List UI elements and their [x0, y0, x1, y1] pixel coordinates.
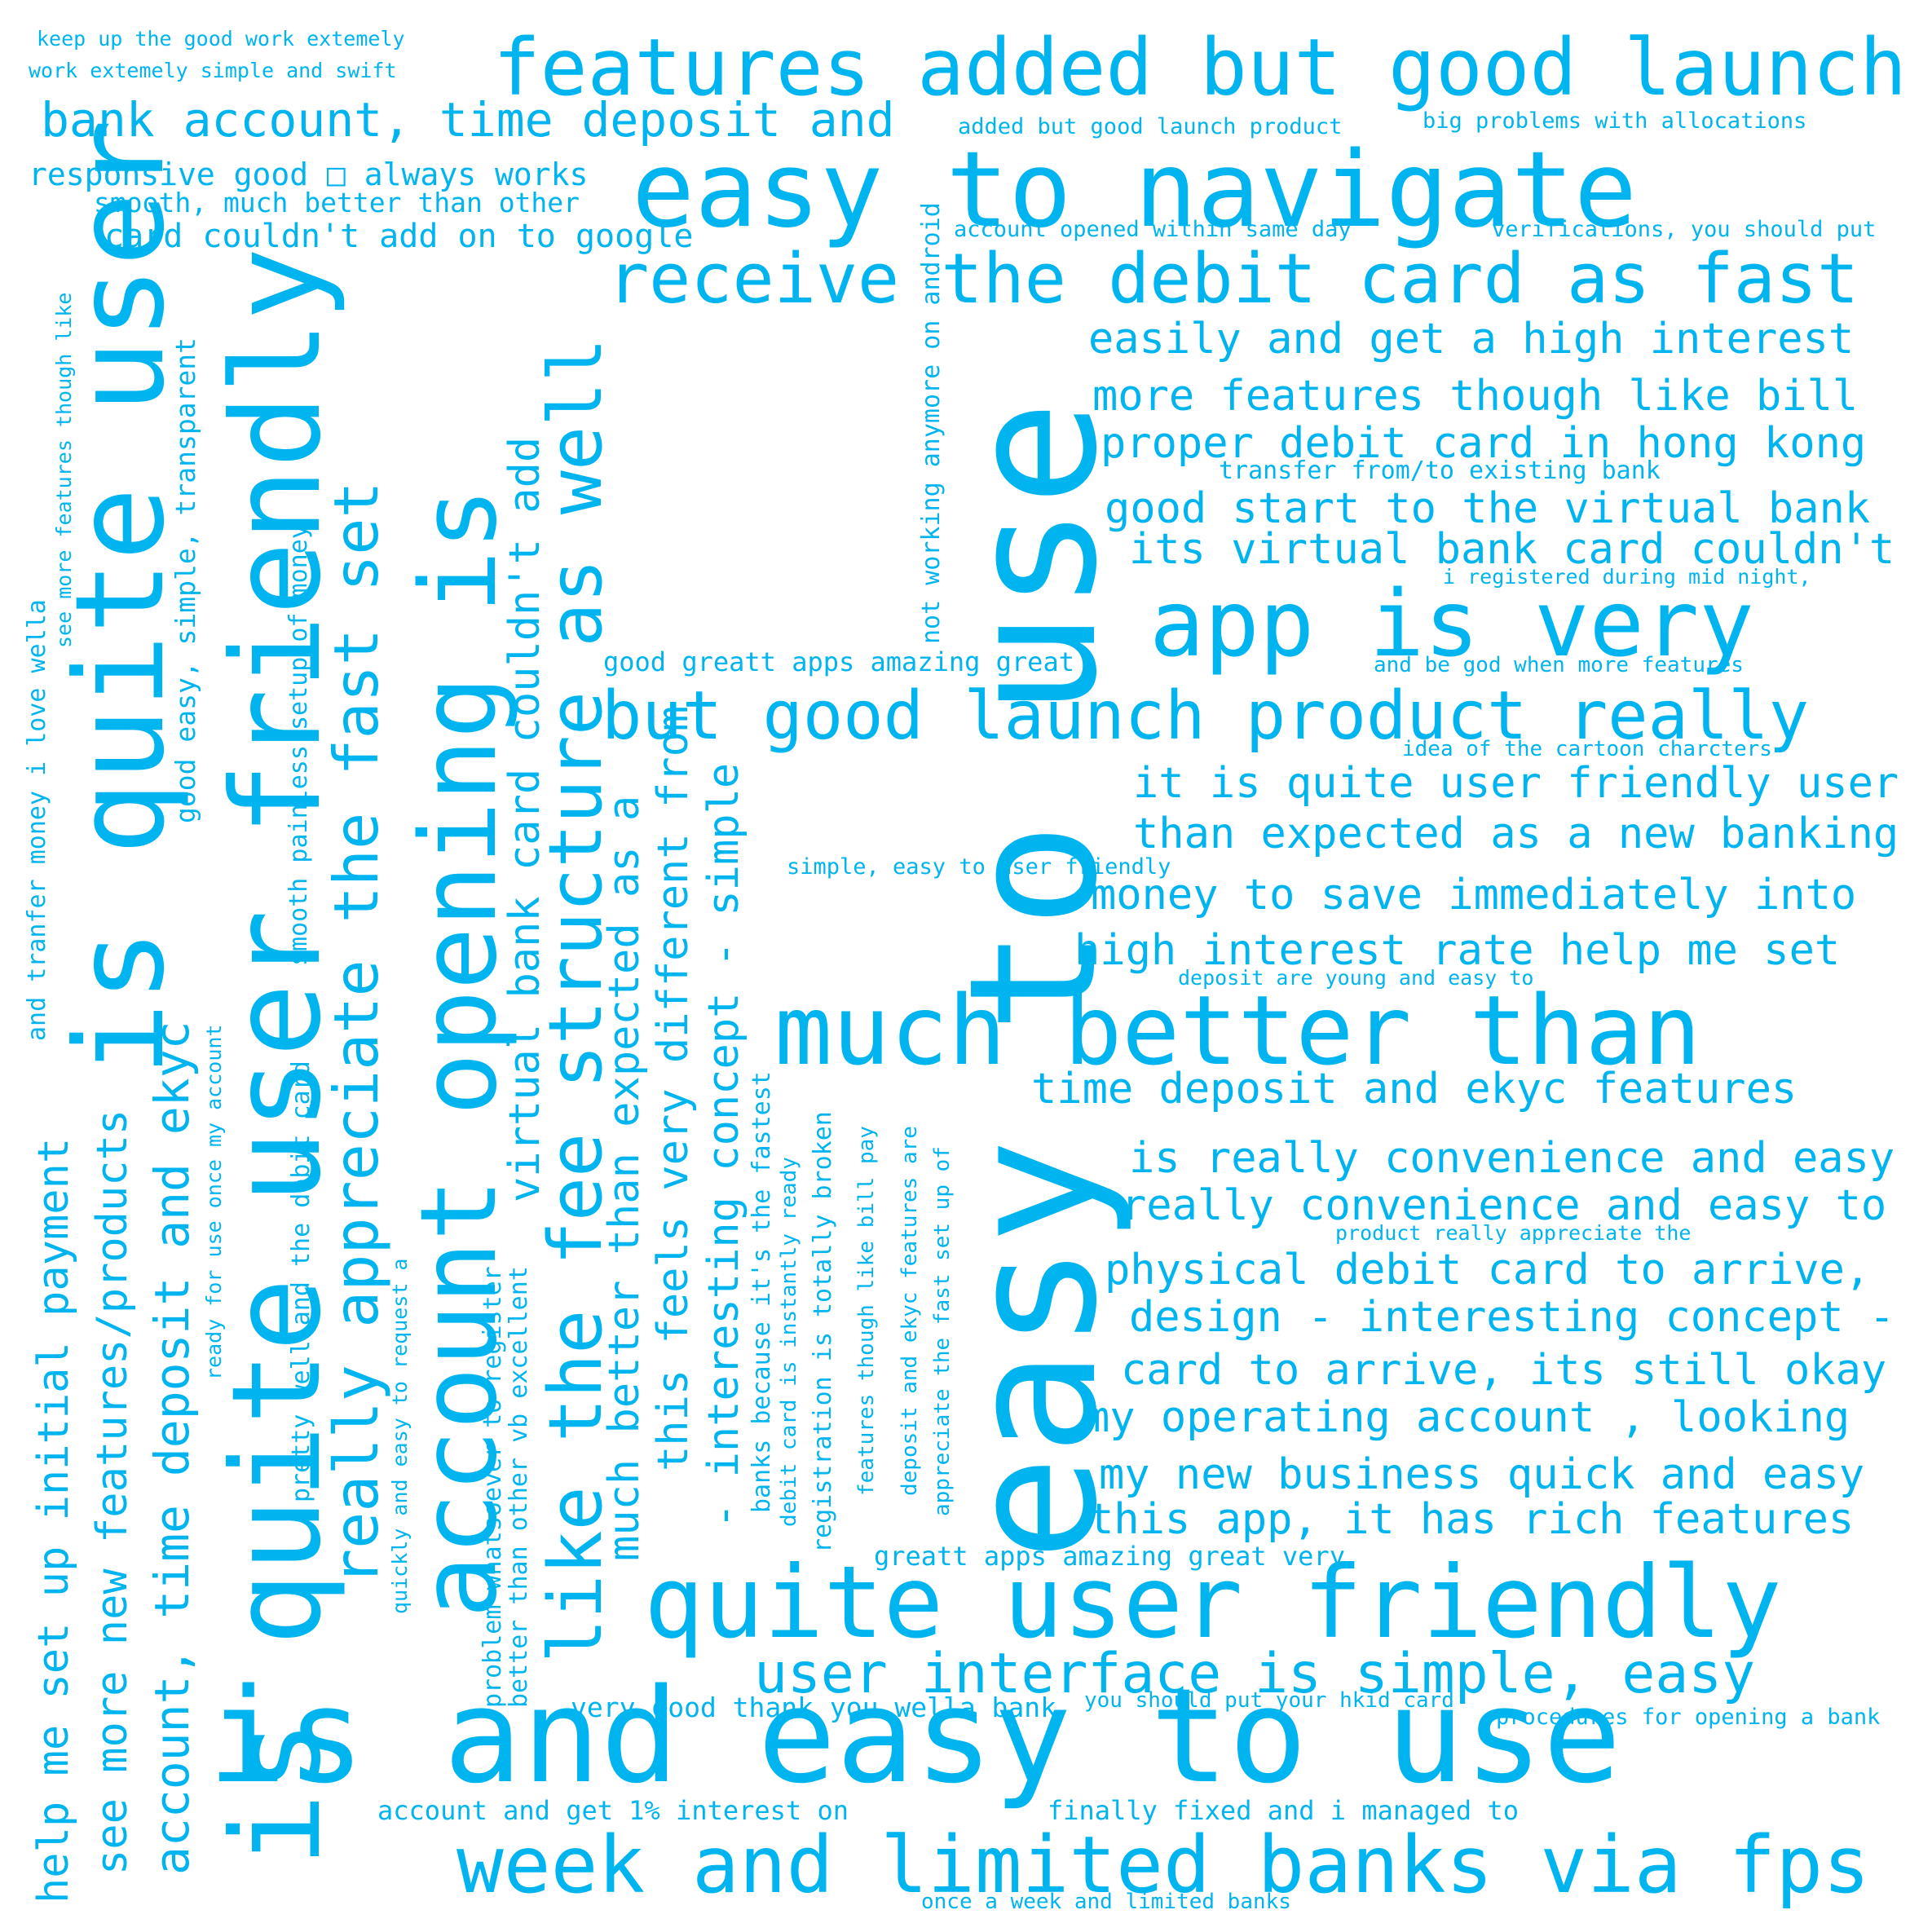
phrase-good-start-to-the-virtual-bank: good start to the virtual bank [1105, 484, 1871, 533]
phrase-this-feels-very-different-from: this feels very different from [649, 705, 698, 1471]
phrase-its-virtual-bank-card: its virtual bank card couldn't [1129, 525, 1895, 574]
phrase-procedures-for-opening-a-bank: procedures for opening a bank [1496, 1705, 1881, 1730]
phrase-receive-the-debit-card: receive the debit card as fast [607, 239, 1859, 320]
phrase-and-be-god-when-more-features: and be god when more features [1374, 653, 1744, 677]
phrase-is-quite-user: is quite user [50, 119, 192, 1076]
phrase-than-expected-as-a-new-banking: than expected as a new banking [1133, 809, 1899, 858]
phrase-idea-of-the-cartoon-charcters: idea of the cartoon charcters [1402, 737, 1772, 761]
phrase-good-easy-simple-transparent: good easy, simple, transparent [170, 337, 201, 823]
phrase-account-time-deposit-and-ekyc: account, time deposit and ekyc [144, 1021, 200, 1875]
phrase-time-deposit-and-ekyc-features: time deposit and ekyc features [1031, 1065, 1797, 1114]
phrase-work-extemely-simple: work extemely simple and swift [29, 59, 397, 82]
phrase-good-greatt-apps: good greatt apps amazing great [603, 646, 1074, 677]
phrase-smooth-much-better: smooth, much better than other [94, 187, 580, 218]
phrase-debit-card-is-instantly-ready: debit card is instantly ready [777, 1157, 801, 1527]
phrase-deposit-are-young-and-easy: deposit are young and easy to [1178, 966, 1534, 990]
phrase-keep-up-the-good-work: keep up the good work extemely [37, 27, 405, 51]
phrase-big-problems-with-allocations: big problems with allocations [1423, 108, 1807, 134]
phrase-interesting-concept-simple: - interesting concept - simple [699, 762, 748, 1528]
phrase-bank-account-time-deposit: bank account, time deposit and [41, 92, 895, 148]
phrase-it-is-quite-user-friendly-user: it is quite user friendly user [1133, 759, 1899, 808]
phrase-pretty-well-and-the-debit-card: pretty well and the debit card [287, 1061, 315, 1502]
phrase-high-interest-rate-help-me-set: high interest rate help me set [1074, 926, 1841, 975]
phrase-week-and-limited-banks-via-fps: week and limited banks via fps [457, 1820, 1870, 1911]
phrase-much-better-than-expected-as-a: much better than expected as a [600, 795, 649, 1561]
phrase-very-good-thank-you-wella-bank: very good thank you wella bank [571, 1692, 1057, 1723]
phrase-money-to-save-immediately: money to save immediately into [1091, 871, 1857, 920]
phrase-features-though-like-bill-pay: features though like bill pay [854, 1126, 879, 1496]
phrase-physical-debit-card-to-arrive: physical debit card to arrive, [1105, 1246, 1871, 1295]
phrase-better-than-other-vb-excellent: better than other vb excellent [505, 1266, 533, 1708]
phrase-once-a-week-and-limited-banks: once a week and limited banks [921, 1890, 1291, 1914]
phrase-proper-debit-card-in-hong-kong: proper debit card in hong kong [1101, 419, 1867, 468]
phrase-added-but-good-launch-product: added but good launch product [958, 114, 1343, 139]
phrase-is-and-easy-to-use: is and easy to use [208, 1660, 1621, 1812]
phrase-responsive-good-always-works: responsive good □ always works [29, 157, 589, 192]
phrase-easy-to-navigate: easy to navigate [632, 130, 1637, 251]
phrase-app-is-very: app is very [1149, 571, 1754, 677]
phrase-product-really-appreciate-the: product really appreciate the [1335, 1221, 1692, 1245]
phrase-registration-is-totally-broken: registration is totally broken [809, 1111, 837, 1553]
phrase-features-added-but-good-launch: features added but good launch [493, 22, 1907, 113]
phrase-smooth-painless-setup-of-money: smooth painless setup of money [285, 524, 313, 966]
phrase-and-tranfer-money-i-love-wella: and tranfer money i love wella [23, 599, 51, 1041]
phrase-account-and-get-1-percent-interest: account and get 1% interest on [377, 1795, 849, 1826]
phrase-quite-user-friendly: quite user friendly [644, 1545, 1782, 1661]
phrase-really-convenience-and-easy-to: really convenience and easy to [1121, 1181, 1887, 1230]
phrase-easy-to-use: easy to use [931, 400, 1136, 1561]
phrase-but-good-launch-product-really: but good launch product really [602, 677, 1810, 755]
phrase-help-me-set-up-initial-payment: help me set up initial payment [29, 1137, 78, 1903]
phrase-you-should-put-your-hkid-card: you should put your hkid card [1084, 1688, 1454, 1713]
phrase-really-appreciate-the-fast-set: really appreciate the fast set [320, 481, 392, 1586]
phrase-finally-fixed-and-i-managed: finally fixed and i managed to [1048, 1795, 1519, 1826]
phrase-my-operating-account-looking: my operating account , looking [1084, 1393, 1850, 1442]
phrase-design-interesting-concept: design - interesting concept - [1129, 1293, 1895, 1342]
phrase-i-registered-during-mid-night: i registered during mid night, [1443, 565, 1811, 589]
phrase-transfer-from-to-existing-bank: transfer from/to existing bank [1219, 457, 1661, 485]
phrase-more-features-though-like-bill: more features though like bill [1092, 372, 1859, 421]
phrase-this-app-it-has-rich-features: this app, it has rich features [1088, 1495, 1855, 1544]
phrase-account-opened-within-same-day: account opened within same day [954, 217, 1352, 242]
phrase-banks-because-its-the-fastest: banks because it's the fastest [748, 1071, 776, 1513]
phrase-verifications-you-should-put: verifications, you should put [1492, 217, 1877, 242]
phrase-user-interface-is-simple-easy: user interface is simple, easy [754, 1642, 1756, 1706]
phrase-simple-easy-to-user-friendly: simple, easy to user friendly [787, 854, 1171, 880]
phrase-card-to-arrive-its-still-okay: card to arrive, its still okay [1121, 1346, 1887, 1395]
phrase-see-more-new-features-products: see more new features/products [88, 1109, 137, 1875]
phrase-problem-whatsoever-to-register: problem whatsoever to register [479, 1266, 507, 1708]
phrase-deposit-and-ekyc-features-are: deposit and ekyc features are [898, 1126, 922, 1496]
phrase-is-really-convenience-and-easy: is really convenience and easy [1129, 1134, 1895, 1183]
phrase-card-couldnt-add-on-to-google: card couldn't add on to google [104, 218, 694, 255]
phrase-much-better-than: much better than [774, 974, 1701, 1087]
phrase-easily-and-get-a-high-interest: easily and get a high interest [1088, 315, 1855, 364]
phrase-greatt-apps-amazing-great-very: greatt apps amazing great very [874, 1541, 1345, 1572]
phrase-my-new-business-quick-and-easy: my new business quick and easy [1099, 1450, 1865, 1499]
